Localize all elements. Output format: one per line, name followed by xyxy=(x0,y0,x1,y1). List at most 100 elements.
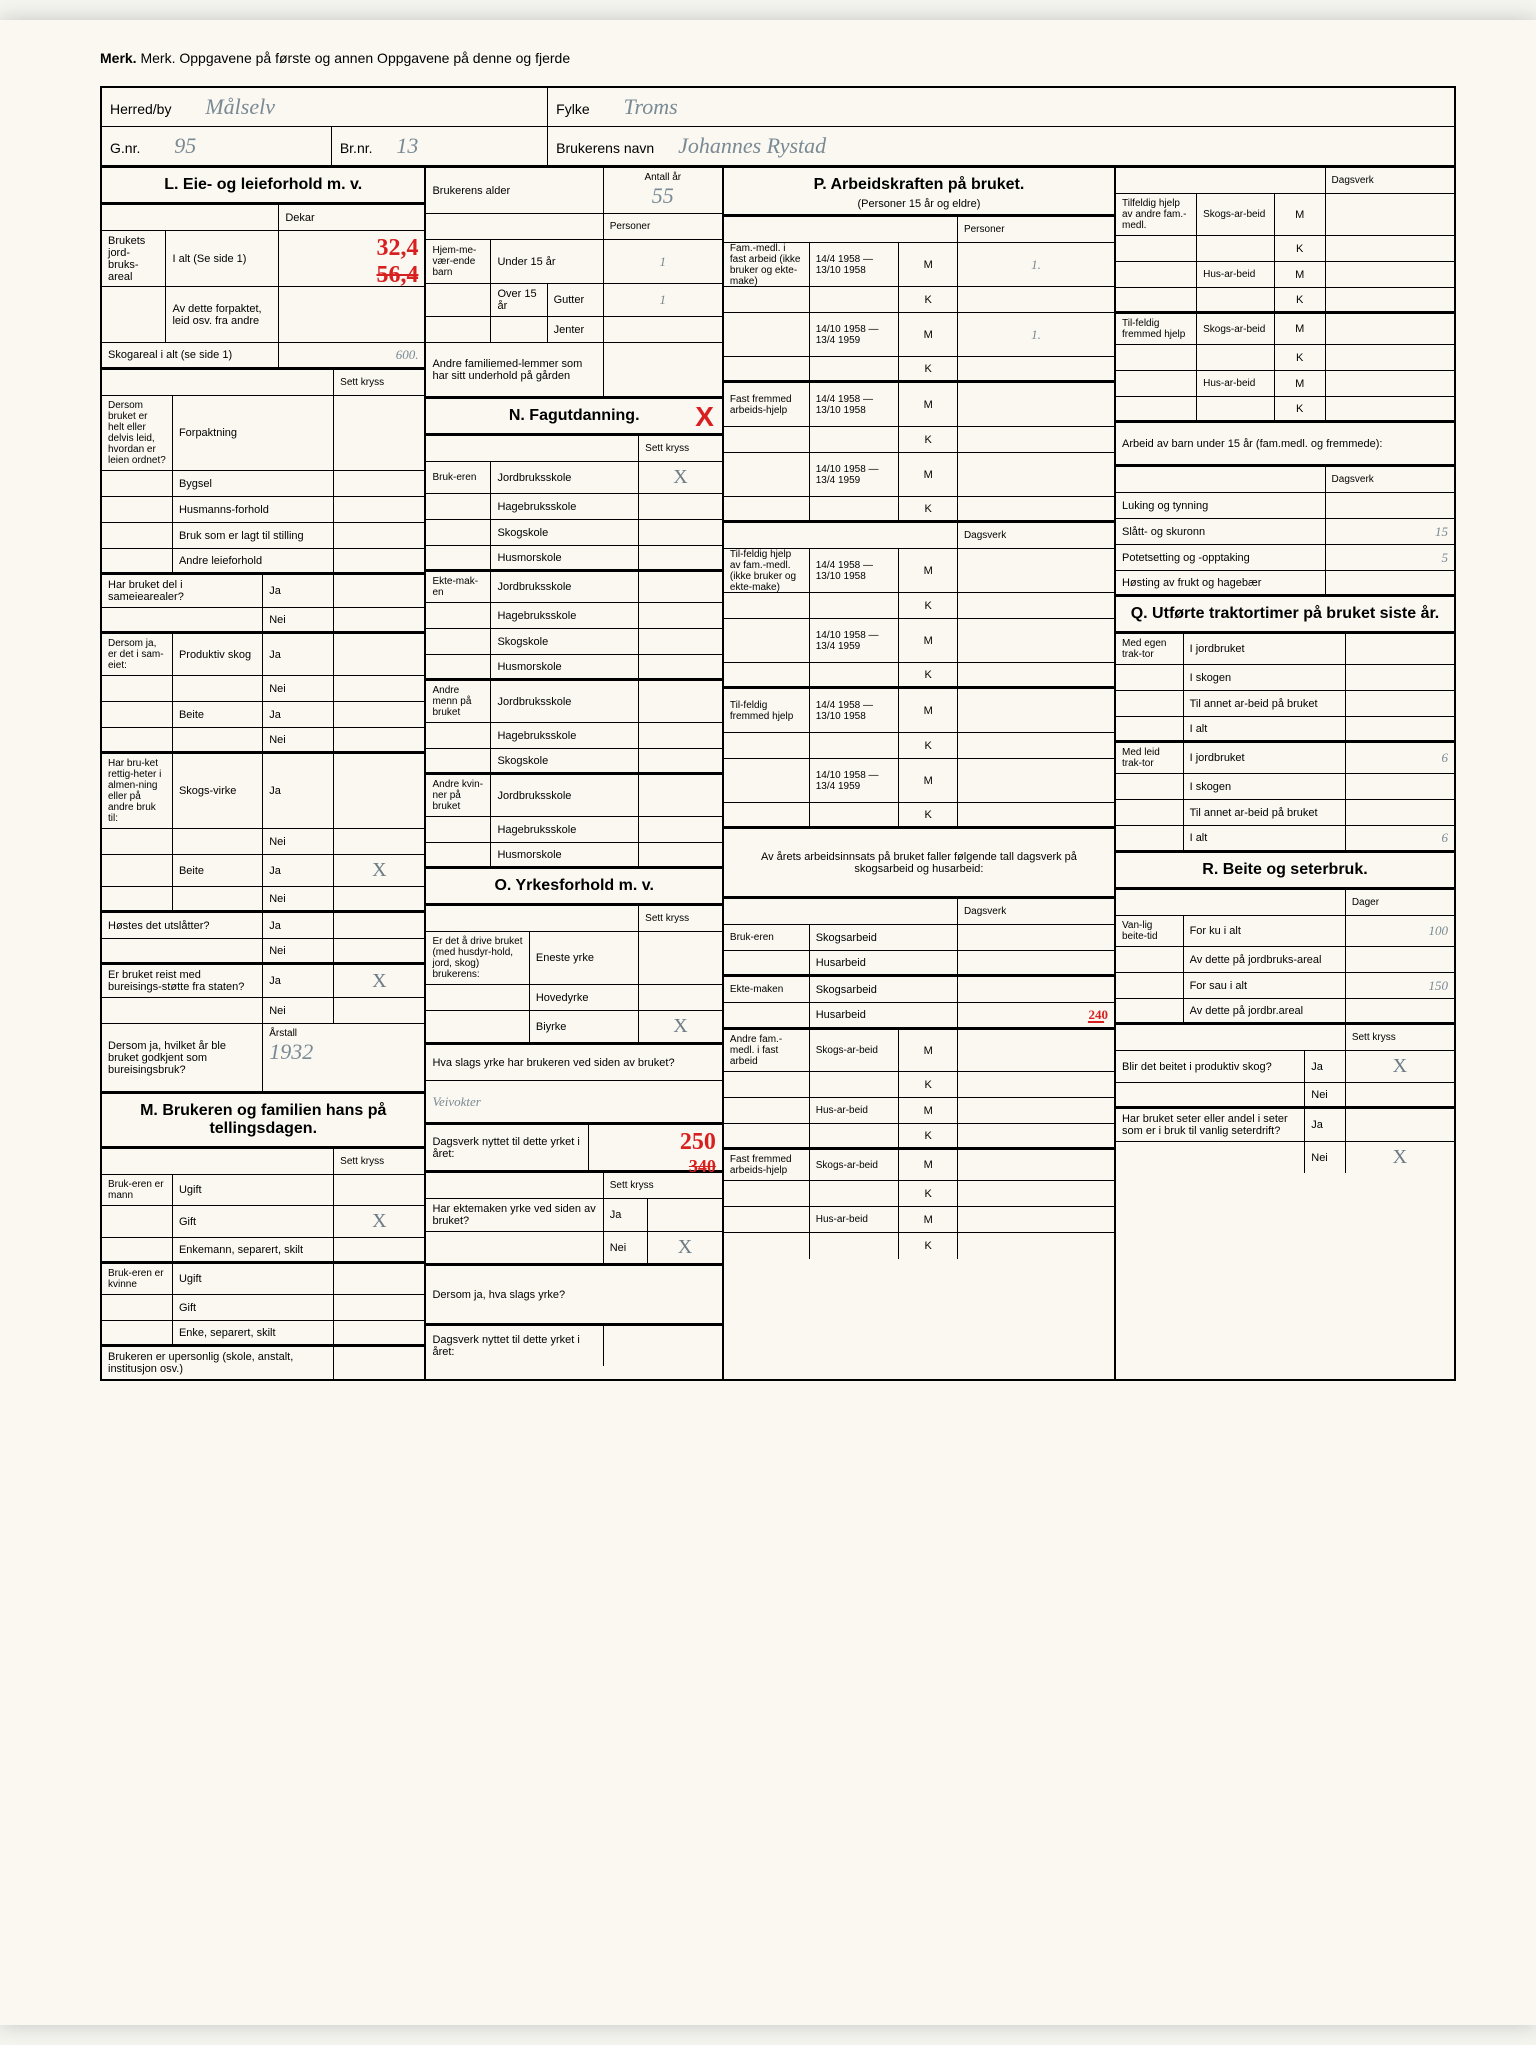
o-dagv2: Dagsverk nyttet til dette yrket i året: xyxy=(426,1326,603,1366)
r-ps-q: Blir det beitet i produktiv skog? xyxy=(1116,1051,1305,1082)
m-gift-x: X xyxy=(334,1206,424,1237)
bygsel: Bygsel xyxy=(173,471,334,496)
pr-pot: Potetsetting og -opptaking xyxy=(1116,545,1326,570)
header-row-2: G.nr. 95 Br.nr. 13 Brukerens navn Johann… xyxy=(102,127,1454,168)
gnr-label: G.nr. xyxy=(110,140,140,156)
n-jord3: Jordbruksskole xyxy=(491,681,639,722)
ialt-value: 32,4 xyxy=(376,235,418,262)
r-forsau-v: 150 xyxy=(1346,973,1454,998)
paf-ha: Hus-ar-beid xyxy=(810,1098,900,1123)
pr-luk: Luking og tynning xyxy=(1116,493,1326,518)
skogsvirke: Skogs-virke xyxy=(173,754,263,828)
r-nei1: Nei xyxy=(1305,1083,1346,1106)
r-forku: For ku i alt xyxy=(1184,916,1346,946)
u15: Under 15 år xyxy=(491,240,603,283)
o-settkryss: Sett kryss xyxy=(639,906,722,931)
paf-sa: Skogs-ar-beid xyxy=(810,1030,900,1071)
o-sk2: Sett kryss xyxy=(604,1173,722,1198)
n-hage4: Hagebruksskole xyxy=(491,817,639,842)
b-nei: Nei xyxy=(263,728,334,751)
pr-tf: Til-feldig fremmed hjelp xyxy=(1116,314,1197,344)
section-r-title: R. Beite og seterbruk. xyxy=(1116,853,1454,890)
r-nei2: Nei xyxy=(1305,1142,1346,1173)
sameie-q: Har bruket del i sameiearealer? xyxy=(102,575,263,607)
k-ugift: Ugift xyxy=(173,1264,334,1294)
pff2-m1: M xyxy=(899,1150,958,1180)
paf-m1: M xyxy=(899,1030,958,1071)
ff-m2: M xyxy=(899,453,958,496)
ff-p2: 14/10 1958 —13/4 1959 xyxy=(810,453,900,496)
bureis: Er bruket reist med bureisings-støtte fr… xyxy=(102,965,263,997)
ut-ja: Ja xyxy=(263,913,334,938)
pr-k1: K xyxy=(1275,236,1326,261)
skog-label: Skogareal i alt (se side 1) xyxy=(102,343,279,367)
pr-host: Høsting av frukt og hagebær xyxy=(1116,571,1326,594)
o-dagv-q: Dagsverk nyttet til dette yrket i året: xyxy=(426,1125,588,1170)
pb-hus: Husarbeid xyxy=(810,951,958,974)
o-dersomja: Dersom ja, hva slags yrke? xyxy=(426,1266,721,1323)
q-leid: Med leid trak-tor xyxy=(1116,743,1184,773)
main-columns: L. Eie- og leieforhold m. v. Dekar Bruke… xyxy=(102,168,1454,1379)
pr-dagv: Dagsverk xyxy=(1326,168,1454,193)
q-jord1: I jordbruket xyxy=(1184,634,1346,664)
pr-m1: M xyxy=(1275,194,1326,235)
pff2-k2: K xyxy=(899,1233,958,1259)
p-tff: Til-feldig fremmed hjelp xyxy=(724,689,810,732)
herred-value: Målselv xyxy=(205,94,275,119)
pr-sa2: Skogs-ar-beid xyxy=(1197,314,1275,344)
avdette-label: Av dette forpaktet, leid osv. fra andre xyxy=(166,287,279,342)
n-bruker: Bruk-eren xyxy=(426,462,491,493)
p-k2: K xyxy=(899,357,958,380)
o-yrke-val: Veivokter xyxy=(426,1081,721,1122)
ps-ja: Ja xyxy=(263,634,334,675)
husmanns: Husmanns-forhold xyxy=(173,497,334,522)
section-m-title: M. Brukeren og familien hans på tellings… xyxy=(102,1094,424,1149)
tf-p1: 14/4 1958 —13/10 1958 xyxy=(810,549,900,592)
n-husmor1: Husmorskole xyxy=(491,546,639,569)
pr-slatt-val: 15 xyxy=(1326,519,1454,544)
col-2: Brukerens alder Antall år 55 Personer Hj… xyxy=(426,168,723,1379)
u15-val: 1 xyxy=(604,240,722,283)
tf-m2: M xyxy=(899,619,958,662)
paf-k2: K xyxy=(899,1124,958,1147)
q-ialt1: I alt xyxy=(1184,717,1346,740)
pr-dagv2: Dagsverk xyxy=(1326,467,1454,492)
section-q-title: Q. Utførte traktortimer på bruket siste … xyxy=(1116,597,1454,634)
pff2: Fast fremmed arbeids-hjelp xyxy=(724,1150,810,1180)
m-mann: Bruk-eren er mann xyxy=(102,1175,173,1205)
n-ekte: Ekte-mak-en xyxy=(426,572,491,602)
tf-k2: K xyxy=(899,663,958,686)
tff-m2: M xyxy=(899,759,958,802)
bu-nei: Nei xyxy=(263,998,334,1023)
o-ekte-q: Har ektemaken yrke ved siden av bruket? xyxy=(426,1199,603,1231)
pb-bruk: Bruk-eren xyxy=(724,925,810,950)
pr-pot-val: 5 xyxy=(1326,545,1454,570)
k-gift: Gift xyxy=(173,1295,334,1320)
header-row-1: Herred/by Målselv Fylke Troms xyxy=(102,88,1454,127)
sameie-nei: Nei xyxy=(263,608,334,631)
n-skog2: Skogskole xyxy=(491,629,639,654)
m-ugift: Ugift xyxy=(173,1175,334,1205)
col-3: P. Arbeidskraften på bruket. (Personer 1… xyxy=(724,168,1116,1379)
pr-ha1: Hus-ar-beid xyxy=(1197,262,1275,287)
ialt-strike: 56,4 xyxy=(376,262,418,289)
p-dagv2: Dagsverk xyxy=(958,899,1114,924)
o-eneste: Eneste yrke xyxy=(530,932,639,984)
alder-lbl: Brukerens alder xyxy=(426,168,603,213)
dersom-label: Dersom bruket er helt eller delvis leid,… xyxy=(102,396,173,470)
tf-k1: K xyxy=(899,593,958,618)
n-jord4: Jordbruksskole xyxy=(491,775,639,816)
p-per2: 14/10 1958 —13/4 1959 xyxy=(810,313,900,356)
n-settkryss: Sett kryss xyxy=(639,436,722,461)
p-m2: M xyxy=(899,313,958,356)
tff-m1: M xyxy=(899,689,958,732)
utslatter: Høstes det utslåtter? xyxy=(102,913,263,938)
tf-m1: M xyxy=(899,549,958,592)
andreleie: Andre leieforhold xyxy=(173,549,334,572)
p-dagv: Dagsverk xyxy=(958,523,1114,548)
r-ja1: Ja xyxy=(1305,1051,1346,1082)
alder-val: 55 xyxy=(652,183,674,209)
tff-k1: K xyxy=(899,733,958,758)
tff-k2: K xyxy=(899,803,958,826)
n-hage1: Hagebruksskole xyxy=(491,494,639,519)
